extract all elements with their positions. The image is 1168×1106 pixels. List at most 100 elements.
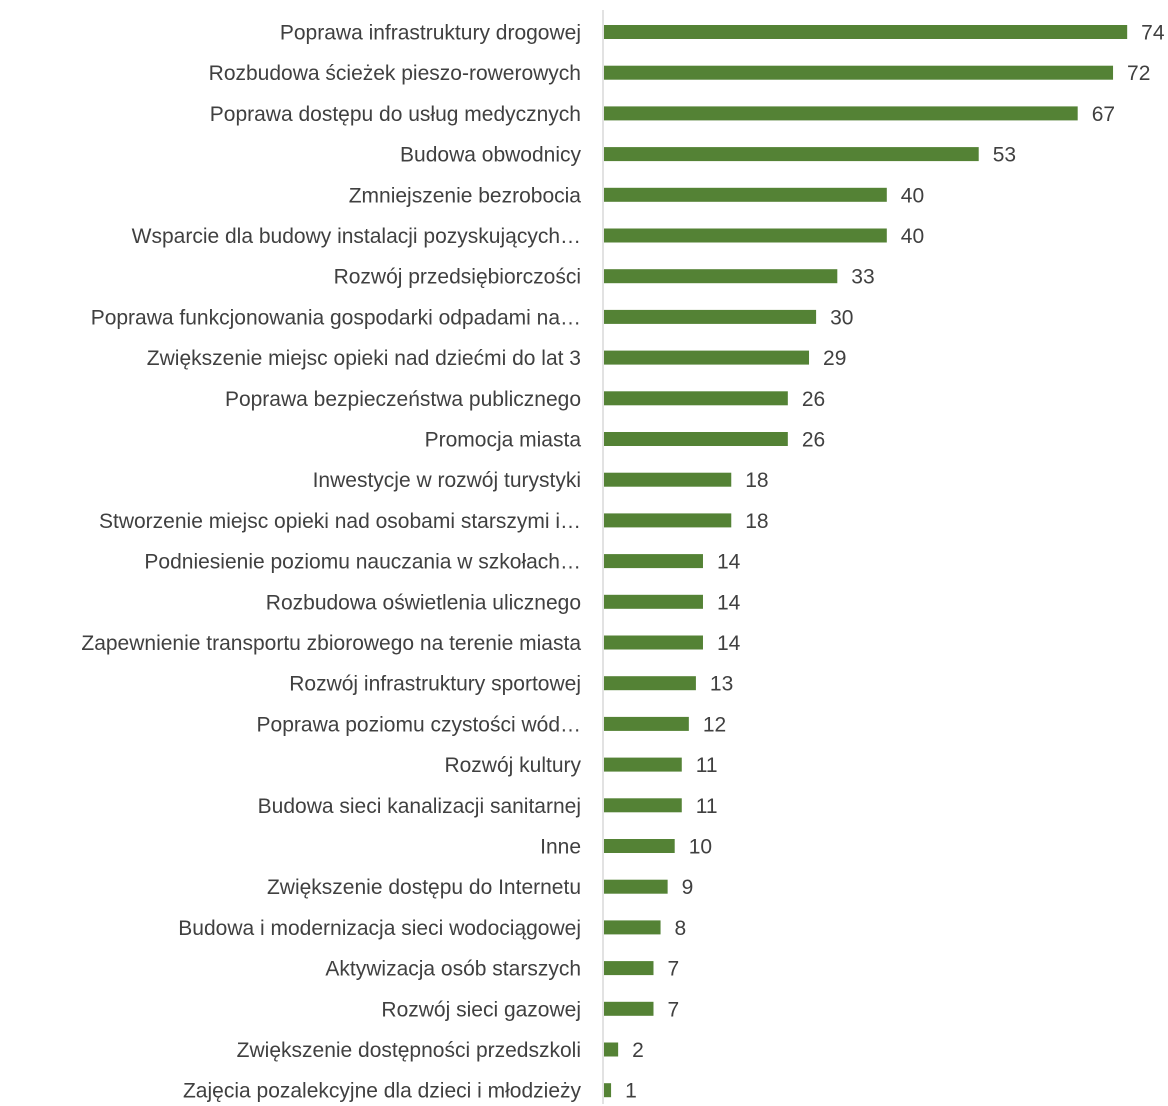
bar (604, 269, 838, 284)
bar-row: Budowa sieci kanalizacji sanitarnej 11 (258, 795, 718, 818)
value-label: 53 (993, 144, 1016, 167)
bar-row: Zmniejszenie bezrobocia 40 (349, 184, 924, 207)
bar-row: Budowa obwodnicy 53 (400, 144, 1016, 167)
bar-row: Rozwój kultury 11 (444, 754, 717, 777)
category-label: Zwiększenie dostępu do Internetu (267, 876, 581, 899)
bar (604, 594, 703, 609)
bar-row: Rozbudowa ścieżek pieszo-rowerowych 72 (209, 62, 1151, 85)
category-label: Wsparcie dla budowy instalacji pozyskują… (132, 225, 581, 248)
bar (604, 554, 703, 569)
value-label: 26 (802, 388, 825, 411)
bar-row: Rozwój sieci gazowej 7 (381, 998, 679, 1021)
bar-row: Poprawa infrastruktury drogowej 74 (280, 22, 1165, 45)
value-label: 9 (682, 876, 694, 899)
category-label: Inne (540, 836, 581, 859)
bar (604, 798, 682, 813)
bar-row: Zwiększenie dostępu do Internetu 9 (267, 876, 693, 899)
value-label: 1 (625, 1080, 637, 1103)
category-label: Zwiększenie dostępności przedszkoli (237, 1039, 581, 1062)
category-label: Aktywizacja osób starszych (325, 958, 581, 981)
bar (604, 187, 887, 202)
category-label: Rozbudowa ścieżek pieszo-rowerowych (209, 62, 581, 85)
value-label: 33 (851, 266, 874, 289)
bar (604, 961, 654, 976)
value-label: 72 (1127, 62, 1150, 85)
value-label: 18 (745, 469, 768, 492)
bar (604, 228, 887, 243)
bar-row: Promocja miasta 26 (425, 429, 826, 452)
bar-row: Stworzenie miejsc opieki nad osobami sta… (99, 510, 769, 533)
value-label: 2 (632, 1039, 644, 1062)
bar-row: Budowa i modernizacja sieci wodociągowej… (178, 917, 686, 940)
bar-row: Wsparcie dla budowy instalacji pozyskują… (132, 225, 925, 248)
category-label: Inwestycje w rozwój turystyki (313, 469, 581, 492)
value-label: 40 (901, 184, 924, 207)
bar (604, 676, 696, 691)
bar-row: Poprawa poziomu czystości wód… 12 (257, 713, 727, 736)
value-label: 7 (667, 958, 679, 981)
bar (604, 513, 732, 528)
value-label: 14 (717, 551, 741, 574)
value-label: 12 (703, 713, 726, 736)
category-label: Poprawa funkcjonowania gospodarki odpada… (91, 306, 581, 329)
bar-row: Zwiększenie dostępności przedszkoli 2 (237, 1039, 644, 1062)
value-label: 67 (1092, 103, 1115, 126)
bar (604, 1083, 612, 1098)
bar-row: Poprawa dostępu do usług medycznych 67 (210, 103, 1115, 126)
category-label: Stworzenie miejsc opieki nad osobami sta… (99, 510, 581, 533)
bar (604, 309, 817, 324)
value-label: 74 (1141, 22, 1165, 45)
bar (604, 635, 703, 650)
category-label: Poprawa bezpieczeństwa publicznego (225, 388, 581, 411)
category-label: Rozwój kultury (444, 754, 581, 777)
value-label: 18 (745, 510, 768, 533)
category-label: Poprawa poziomu czystości wód… (257, 713, 581, 736)
category-label: Poprawa infrastruktury drogowej (280, 22, 581, 45)
bar (604, 350, 810, 365)
bar (604, 147, 979, 162)
bar (604, 1042, 619, 1057)
category-label: Promocja miasta (425, 429, 582, 452)
bar (604, 391, 788, 406)
category-label: Rozbudowa oświetlenia ulicznego (266, 591, 581, 614)
value-label: 11 (696, 754, 718, 777)
bar (604, 432, 788, 446)
bar-row: Rozwój przedsiębiorczości 33 (334, 266, 875, 289)
value-label: 7 (667, 998, 679, 1021)
bar (604, 65, 1114, 80)
category-label: Zwiększenie miejsc opieki nad dziećmi do… (147, 347, 581, 370)
bar (604, 839, 675, 853)
category-label: Rozwój infrastruktury sportowej (289, 673, 581, 696)
category-label: Budowa obwodnicy (400, 144, 581, 167)
bar-row: Poprawa bezpieczeństwa publicznego 26 (225, 388, 825, 411)
bar-row: Zwiększenie miejsc opieki nad dziećmi do… (147, 347, 847, 370)
value-label: 40 (901, 225, 924, 248)
value-label: 30 (830, 306, 853, 329)
category-label: Zapewnienie transportu zbiorowego na ter… (81, 632, 581, 655)
bar (604, 716, 689, 731)
category-label: Budowa i modernizacja sieci wodociągowej (178, 917, 581, 940)
bar (604, 25, 1128, 39)
category-label: Zmniejszenie bezrobocia (349, 184, 582, 207)
bar (604, 1001, 654, 1016)
bar (604, 920, 661, 935)
value-label: 14 (717, 632, 741, 655)
category-label: Budowa sieci kanalizacji sanitarnej (258, 795, 581, 818)
bar-row: Rozbudowa oświetlenia ulicznego 14 (266, 591, 741, 614)
chart-rows: Poprawa infrastruktury drogowej 74 Rozbudo… (81, 22, 1164, 1103)
value-label: 10 (689, 836, 712, 859)
category-label: Podniesienie poziomu nauczania w szkołac… (144, 551, 581, 574)
category-label: Zajęcia pozalekcyjne dla dzieci i młodzi… (183, 1080, 582, 1103)
bar-row: Poprawa funkcjonowania gospodarki odpada… (91, 306, 854, 329)
value-label: 13 (710, 673, 733, 696)
category-label: Rozwój przedsiębiorczości (334, 266, 581, 289)
value-label: 26 (802, 429, 825, 452)
category-label: Poprawa dostępu do usług medycznych (210, 103, 581, 126)
value-label: 11 (696, 795, 718, 818)
value-label: 8 (675, 917, 687, 940)
bar-row: Zajęcia pozalekcyjne dla dzieci i młodzi… (183, 1080, 637, 1103)
bar (604, 757, 682, 772)
bar-row: Inne 10 (540, 836, 712, 859)
bar-row: Zapewnienie transportu zbiorowego na ter… (81, 632, 740, 655)
